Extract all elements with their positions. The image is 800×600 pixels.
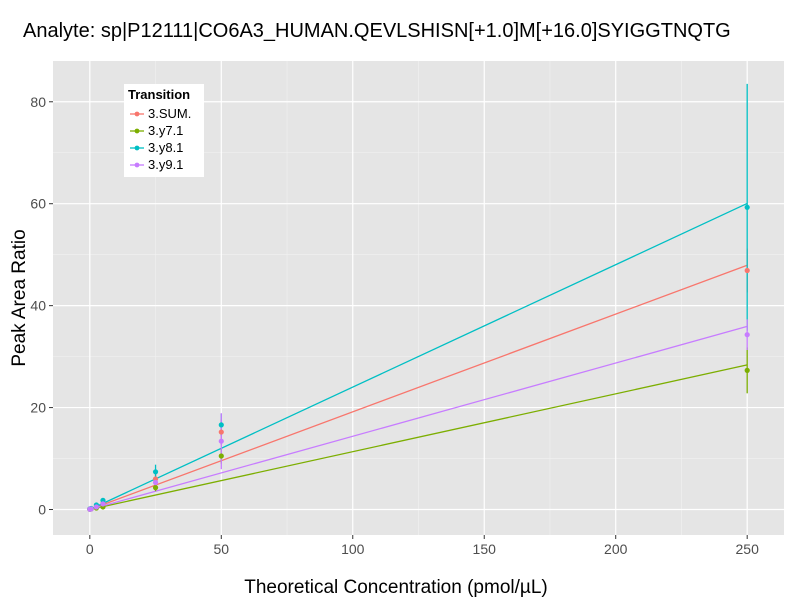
legend-items: 3.SUM. 3.y7.1 3.y8.1 3.y9.1 (130, 106, 191, 172)
data-point-3-y7-1 (218, 453, 224, 459)
data-point-3-y8-1 (744, 204, 750, 210)
data-point-3-sum (152, 476, 159, 482)
y-axis-ticks: 0 20 40 60 80 (30, 94, 53, 518)
data-point-3-y7-1 (152, 485, 159, 491)
data-point-3-y8-1 (218, 422, 224, 428)
y-tick-label: 80 (30, 94, 46, 110)
data-point-3-y8-1 (152, 469, 159, 475)
x-tick-label: 100 (341, 541, 365, 557)
legend-title: Transition (128, 87, 190, 102)
x-axis-ticks: 0 50 100 150 200 250 (86, 535, 759, 557)
fit-line-3-y8-1 (89, 202, 748, 511)
data-point-3-y9-1 (93, 504, 99, 510)
legend-label-3-y8-1: 3.y8.1 (148, 140, 183, 155)
data-points (87, 204, 750, 512)
data-point-3-y9-1 (218, 438, 224, 444)
fit-line-3-sum (89, 264, 748, 511)
legend-key-point-3-sum (134, 111, 140, 117)
data-point-3-y8-1 (100, 497, 106, 503)
y-tick-label: 60 (30, 196, 46, 212)
y-axis-title: Peak Area Ratio (9, 229, 30, 366)
chart-title: Analyte: sp|P12111|CO6A3_HUMAN.QEVLSHISN… (23, 20, 731, 42)
legend-key-point-3-y7-1 (134, 128, 140, 134)
fit-line-3-y9-1 (89, 325, 748, 511)
x-tick-label: 200 (604, 541, 628, 557)
x-tick-label: 50 (213, 541, 229, 557)
legend-label-3-sum: 3.SUM. (148, 106, 191, 121)
data-point-3-sum (218, 429, 224, 435)
x-tick-label: 0 (86, 541, 94, 557)
x-tick-label: 150 (473, 541, 497, 557)
data-point-3-y7-1 (744, 367, 750, 373)
legend: Transition 3.SUM. 3.y7.1 3.y8.1 3.y9.1 (124, 84, 204, 177)
y-tick-label: 40 (30, 298, 46, 314)
fit-lines (89, 202, 748, 511)
legend-key-point-3-y9-1 (134, 162, 140, 168)
y-tick-label: 20 (30, 400, 46, 416)
data-point-3-y9-1 (100, 501, 106, 507)
x-axis-title: Theoretical Concentration (pmol/µL) (244, 577, 547, 598)
legend-label-3-y7-1: 3.y7.1 (148, 123, 183, 138)
legend-label-3-y9-1: 3.y9.1 (148, 157, 183, 172)
legend-key-point-3-y8-1 (134, 145, 140, 151)
x-tick-label: 250 (736, 541, 760, 557)
data-point-3-sum (744, 267, 750, 274)
fit-line-3-y7-1 (89, 364, 748, 511)
y-tick-label: 0 (38, 502, 46, 518)
data-point-3-y9-1 (152, 479, 159, 486)
data-point-3-y9-1 (744, 332, 750, 338)
data-point-3-y9-1 (88, 506, 94, 512)
